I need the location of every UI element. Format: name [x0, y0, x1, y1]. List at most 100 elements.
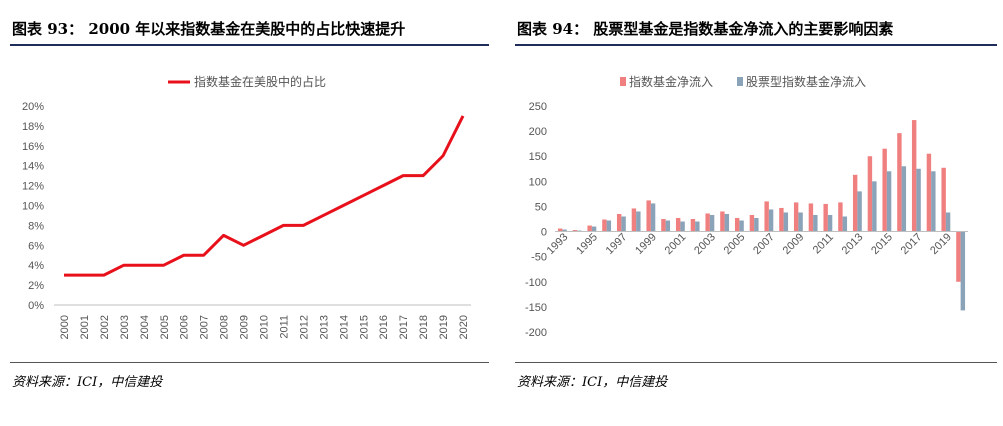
bar-equity-index-fund-inflow	[842, 216, 848, 232]
line-y-tick-label: 14%	[22, 161, 44, 173]
right-chart-source: 资料来源：ICI，中信建投	[517, 375, 668, 390]
line-x-tick-label: 2018	[418, 315, 430, 339]
line-x-tick-label: 2001	[79, 315, 91, 339]
line-x-tick-label: 2017	[398, 315, 410, 339]
line-y-tick-label: 18%	[22, 121, 44, 133]
bar-x-tick-label: 2011	[811, 231, 836, 256]
bar-x-tick-label: 2003	[692, 231, 718, 257]
line-legend-label: 指数基金在美股中的占比	[194, 74, 326, 89]
bar-equity-index-fund-inflow	[931, 171, 936, 232]
line-x-tick-label: 2007	[199, 315, 211, 339]
bar-index-fund-inflow	[926, 153, 932, 232]
bar-legend-label-index: 指数基金净流入	[629, 74, 713, 89]
bar-equity-index-fund-inflow	[768, 209, 774, 232]
line-chart: 指数基金在美股中的占比 0% 2% 4% 6% 8% 10% 12% 14% 16% 18% 20% 2…	[22, 74, 471, 339]
bar-index-fund-inflow	[941, 167, 946, 232]
bar-index-fund-inflow	[911, 120, 917, 232]
bar-equity-index-fund-inflow	[886, 171, 892, 232]
line-y-tick-label: 0%	[28, 300, 44, 312]
line-x-tick-label: 2003	[119, 315, 131, 339]
bar-y-tick-label: 50	[535, 201, 547, 213]
bar-index-fund-inflow	[867, 156, 873, 232]
bar-equity-index-fund-inflow	[562, 229, 567, 232]
bar-index-fund-inflow	[793, 202, 799, 232]
left-chart-title: 图表 93： 2000 年以来指数基金在美股中的占比快速提升	[12, 20, 406, 38]
line-x-tick-label: 2010	[259, 315, 271, 339]
line-x-tick-label: 2015	[358, 315, 370, 339]
bar-index-fund-inflow	[675, 217, 681, 232]
line-x-tick-label: 2014	[338, 315, 350, 339]
bar-chart: 指数基金净流入 股票型指数基金净流入 250 200 150 100 50 0 -50 -100 -…	[525, 74, 968, 339]
bar-index-fund-inflow	[557, 228, 563, 232]
bar-equity-index-fund-inflow	[827, 214, 833, 232]
bar-x-tick-label: 2001	[663, 231, 689, 257]
line-y-tick-label: 12%	[22, 181, 44, 193]
bar-equity-index-fund-inflow	[783, 212, 789, 232]
bar-equity-index-fund-inflow	[709, 214, 715, 232]
bar-y-tick-label: -50	[531, 252, 547, 264]
line-x-tick-label: 2004	[139, 315, 151, 339]
bar-legend-label-equity: 股票型指数基金净流入	[746, 74, 866, 89]
bar-y-tick-label: -200	[525, 327, 547, 339]
bar-legend-swatch-index	[620, 77, 626, 86]
bar-equity-index-fund-inflow	[754, 217, 759, 232]
line-x-tick-label: 2016	[378, 315, 390, 339]
bar-equity-index-fund-inflow	[960, 231, 966, 311]
bar-index-fund-inflow	[852, 174, 858, 232]
bar-equity-index-fund-inflow	[798, 212, 803, 232]
bar-index-fund-inflow	[734, 217, 740, 232]
bar-index-fund-inflow	[764, 201, 769, 232]
line-y-tick-label: 2%	[28, 280, 44, 292]
bar-x-tick-label: 1997	[604, 231, 630, 257]
line-x-tick-label: 2008	[219, 315, 231, 339]
bar-index-fund-inflow	[749, 214, 755, 232]
line-y-tick-label: 20%	[22, 101, 44, 113]
left-source-rule	[10, 362, 489, 363]
bar-x-tick-label: 2007	[751, 231, 777, 257]
bar-index-fund-inflow	[646, 200, 651, 232]
bar-equity-index-fund-inflow	[591, 226, 597, 232]
bar-equity-index-fund-inflow	[724, 213, 730, 232]
left-title-rule	[10, 44, 489, 46]
line-x-tick-label: 2002	[99, 315, 111, 339]
bar-index-fund-inflow	[882, 148, 887, 232]
bar-x-tick-label: 1999	[633, 231, 659, 257]
bar-x-tick-label: 1995	[574, 231, 600, 257]
bar-y-tick-label: 0	[541, 227, 547, 239]
bar-equity-index-fund-inflow	[665, 220, 671, 232]
right-title-rule	[515, 44, 997, 46]
bar-equity-index-fund-inflow	[606, 220, 612, 232]
bar-y-tick-label: 200	[529, 126, 547, 138]
bar-index-fund-inflow	[838, 202, 843, 232]
bar-x-tick-label: 2019	[928, 231, 954, 257]
bar-equity-index-fund-inflow	[636, 211, 641, 232]
bar-index-fund-inflow	[587, 225, 592, 232]
left-chart-panel: 图表 93： 2000 年以来指数基金在美股中的占比快速提升 指数基金在美股中的…	[0, 0, 495, 426]
bar-index-fund-inflow	[661, 219, 666, 232]
line-y-tick-label: 16%	[22, 141, 44, 153]
line-x-tick-label: 2019	[438, 315, 450, 339]
bar-x-tick-label: 2017	[899, 231, 925, 257]
bar-equity-index-fund-inflow	[621, 216, 626, 232]
bar-y-tick-label: 150	[529, 151, 547, 163]
line-y-tick-label: 6%	[28, 240, 44, 252]
bar-index-fund-inflow	[602, 219, 607, 232]
line-x-tick-label: 2011	[278, 315, 290, 339]
bar-index-fund-inflow	[808, 203, 814, 232]
line-x-tick-label: 2009	[239, 315, 251, 339]
bar-equity-index-fund-inflow	[577, 230, 582, 232]
bar-x-tick-label: 2015	[869, 231, 895, 257]
bar-index-fund-inflow	[720, 211, 725, 232]
bar-equity-index-fund-inflow	[872, 181, 877, 232]
bar-equity-index-fund-inflow	[857, 191, 862, 232]
line-x-tick-label: 2013	[318, 315, 330, 339]
bar-index-fund-inflow	[779, 207, 784, 232]
right-chart-panel: 图表 94： 股票型基金是指数基金净流入的主要影响因素 指数基金净流入 股票型指数…	[505, 0, 1003, 426]
bar-y-tick-label: -150	[525, 302, 547, 314]
bar-equity-index-fund-inflow	[739, 220, 744, 232]
bar-index-fund-inflow	[823, 203, 828, 232]
bar-index-fund-inflow	[572, 230, 578, 232]
line-y-tick-label: 4%	[28, 260, 44, 272]
line-x-tick-label: 2006	[179, 315, 191, 339]
bar-y-tick-label: 100	[529, 176, 547, 188]
